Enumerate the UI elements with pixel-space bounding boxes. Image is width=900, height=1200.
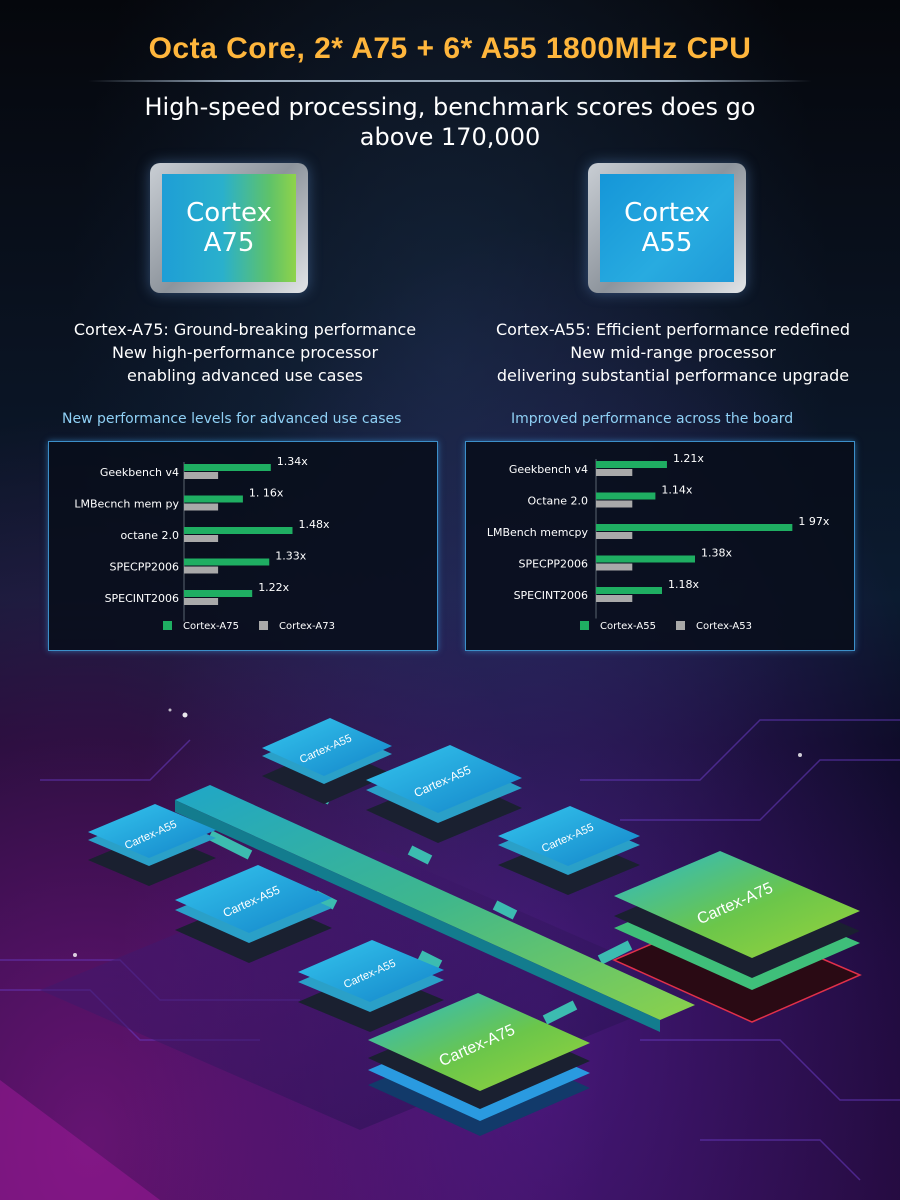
category-label: SPECINT2006 [105,592,179,605]
a75-chart-svg: Geekbench v4 1.34x LMBecnch mem py 1. 16x oc… [74,455,335,632]
data-label: 1 97x [798,515,829,528]
bar-baseline [184,503,219,511]
cpu-cluster-illustration: Cartex-A55 Cartex-A55 Cartex-A55 Cartex-… [0,708,900,1200]
a55-description: Cortex-A55: Efficient performance redefi… [473,318,873,387]
bar-baseline [184,535,219,542]
chip-a55-line1: Cortex [624,198,710,228]
chip-a75-line2: A75 [203,228,255,258]
a55-desc-line: delivering substantial performance upgra… [496,366,850,385]
a75-core-chip-1: Cartex-A75 [612,851,862,1023]
title-divider [88,80,812,82]
legend-swatch [163,621,172,630]
a55-desc-line: Cortex-A55: Efficient performance redefi… [495,320,851,339]
bar-new-core [596,555,695,563]
data-label: 1.34x [277,455,308,468]
a55-core-chip-3: Cartex-A55 [88,804,216,886]
cortex-a75-chip-face: Cortex A75 [162,174,296,282]
interconnect-bus [175,785,695,1020]
bar-new-core [596,492,656,500]
category-label: Octane 2.0 [528,495,589,508]
a75-benchmark-chart: Geekbench v4 1.34x LMBecnch mem py 1. 16x oc… [48,441,438,651]
cortex-a55-chip-face: Cortex A55 [600,174,734,282]
chip-a75-line1: Cortex [186,198,272,228]
a55-core-chip-2: Cartex-A55 [366,745,522,843]
data-label: 1. 16x [249,487,284,500]
bar-new-core [596,587,662,594]
legend-label: Cortex-A55 [600,621,656,632]
bar-new-core [596,461,667,468]
a55-chart-caption: Improved performance across the board [511,411,794,427]
legend-swatch [259,621,268,630]
chip-a55-line2: A55 [641,228,693,258]
subtitle-line-2: above 170,000 [359,123,541,151]
bar-baseline [596,532,633,539]
legend-swatch [676,621,685,630]
category-label: Geekbench v4 [509,463,588,476]
cortex-a75-chip-icon: Cortex A75 [150,163,308,293]
bar-baseline [184,472,219,479]
legend-label: Cortex-A75 [183,621,239,632]
bar-new-core [184,464,271,471]
category-label: LMBench memcpy [487,526,589,539]
legend-swatch [580,621,589,630]
bar-baseline [596,595,633,602]
sparkle-decorations [73,708,802,957]
category-label: Geekbench v4 [100,466,179,479]
bar-baseline [596,563,633,571]
a55-benchmark-chart: Geekbench v4 1.21x Octane 2.0 1.14x LMBench … [465,441,855,651]
bar-baseline [596,469,633,476]
a55-core-chip-6: Cartex-A55 [298,940,444,1032]
bar-new-core [184,495,243,503]
data-label: 1.38x [701,547,732,560]
data-label: 1.18x [668,578,699,591]
a75-chart-caption: New performance levels for advanced use … [62,411,402,427]
a55-desc-line: New mid-range processor [570,343,776,362]
legend-label: Cortex-A73 [279,621,335,632]
a75-core-chip-2: Cartex-A75 [368,993,590,1136]
category-label: octane 2.0 [120,529,179,542]
legend-label: Cortex-A53 [696,621,752,632]
a55-chart-svg: Geekbench v4 1.21x Octane 2.0 1.14x LMBench … [487,452,830,632]
bar-new-core [184,558,270,566]
a75-desc-line: New high-performance processor [111,343,379,362]
data-label: 1.22x [258,581,289,594]
a75-description: Cortex-A75: Ground-breaking performance … [45,318,445,387]
bar-baseline [184,566,219,574]
a55-core-chip-5: Cartex-A55 [175,865,332,963]
category-label: LMBecnch mem py [74,498,179,511]
category-label: SPECPP2006 [109,561,179,574]
category-label: SPECPP2006 [518,558,588,571]
page-title: Octa Core, 2* A75 + 6* A55 1800MHz CPU [148,32,752,65]
a75-desc-line: Cortex-A75: Ground-breaking performance [73,320,417,339]
bar-new-core [184,527,293,534]
a75-desc-line: enabling advanced use cases [127,366,363,385]
data-label: 1.48x [299,518,330,531]
bar-new-core [184,590,253,597]
bar-baseline [596,500,633,508]
category-label: SPECINT2006 [514,589,588,602]
bar-new-core [596,524,793,531]
cortex-a55-chip-icon: Cortex A55 [588,163,746,293]
bar-baseline [184,598,219,605]
subtitle-line-1: High-speed processing, benchmark scores … [144,93,756,121]
data-label: 1.21x [673,452,704,465]
data-label: 1.14x [661,484,692,497]
page-subtitle: High-speed processing, benchmark scores … [60,92,840,152]
data-label: 1.33x [275,550,306,563]
a55-core-chip-1: Cartex-A55 [262,718,392,804]
a55-core-chip-4: Cartex-A55 [498,806,640,895]
